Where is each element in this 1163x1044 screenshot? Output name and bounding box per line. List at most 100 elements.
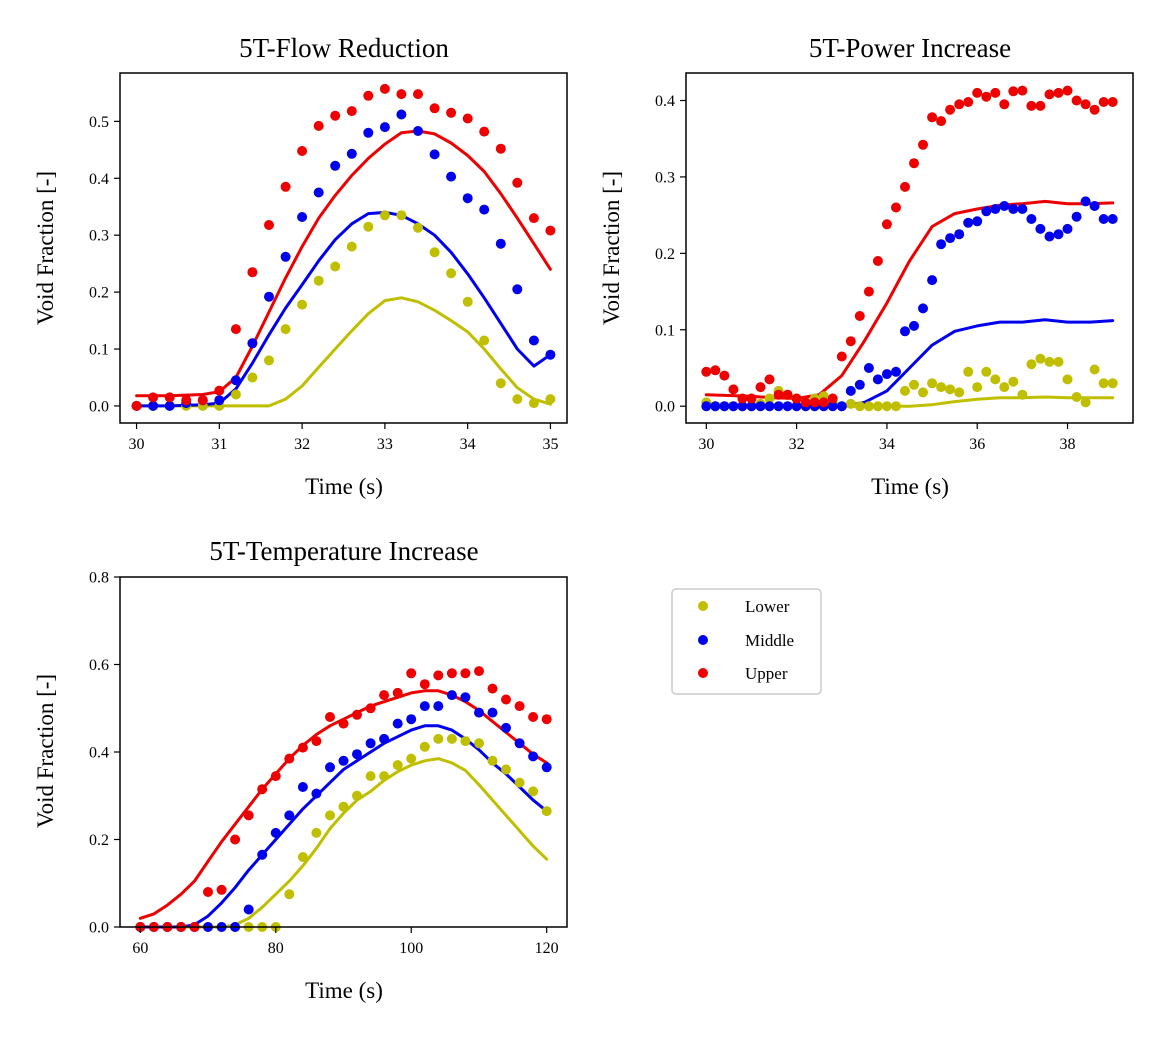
data-point-lower (545, 394, 556, 405)
axes-frame (119, 72, 568, 424)
data-point-middle (413, 126, 423, 136)
data-point-lower (419, 741, 430, 752)
data-point-middle (1089, 201, 1100, 211)
data-point-middle (346, 148, 357, 159)
data-point-upper (406, 668, 417, 679)
data-point-upper (330, 110, 341, 121)
data-point-lower (460, 736, 471, 747)
data-point-lower (365, 771, 376, 782)
data-point-upper (963, 97, 974, 107)
data-point-middle (284, 810, 295, 821)
data-point-upper (1098, 97, 1109, 107)
data-point-middle (963, 217, 974, 228)
data-point-lower (963, 366, 974, 377)
data-point-middle (845, 385, 856, 396)
data-point-lower (280, 324, 291, 335)
data-point-middle (863, 363, 874, 373)
y-tick-label: 0.4 (89, 171, 109, 188)
data-point-upper (270, 771, 281, 782)
data-point-middle (545, 349, 556, 360)
data-point-middle (406, 714, 417, 725)
data-point-upper (863, 286, 874, 297)
data-point-middle (429, 149, 440, 160)
data-point-upper (352, 709, 362, 720)
data-point-upper (728, 384, 739, 395)
data-point-middle (419, 701, 430, 712)
data-point-upper (981, 91, 992, 102)
data-point-middle (782, 401, 793, 412)
data-point-upper (954, 99, 965, 110)
data-point-lower (1089, 364, 1100, 375)
data-point-lower (446, 268, 457, 279)
data-point-upper (474, 666, 484, 677)
panel-title: 5T-Flow Reduction (239, 33, 449, 63)
series-line-middle (138, 724, 549, 929)
x-tick-label: 30 (129, 436, 145, 453)
data-point-middle (270, 827, 281, 838)
data-point-upper (338, 718, 349, 729)
data-point-middle (230, 375, 241, 386)
data-point-upper (460, 668, 471, 679)
data-point-middle (999, 201, 1010, 211)
data-point-lower (1044, 356, 1055, 367)
data-point-upper (755, 382, 766, 393)
data-point-middle (1107, 214, 1118, 224)
data-point-upper (1089, 104, 1100, 115)
data-point-lower (918, 387, 928, 398)
x-tick-label: 32 (789, 436, 805, 453)
data-point-upper (148, 392, 159, 403)
data-point-upper (936, 116, 947, 127)
x-tick-label: 30 (698, 436, 714, 453)
data-point-middle (164, 400, 175, 411)
y-tick-label: 0.0 (89, 920, 109, 937)
data-point-upper (1044, 89, 1055, 100)
data-point-upper (1017, 85, 1028, 96)
data-point-lower (945, 384, 956, 395)
data-point-middle (872, 374, 883, 385)
data-point-middle (891, 366, 901, 377)
data-point-lower (1026, 359, 1037, 370)
data-point-middle (433, 701, 444, 712)
x-tick-label: 38 (1060, 436, 1076, 453)
data-point-middle (214, 395, 225, 406)
y-tick-label: 0.3 (89, 228, 109, 245)
data-point-lower (284, 889, 295, 900)
data-point-lower (1107, 378, 1118, 389)
data-point-middle (972, 216, 983, 227)
y-tick-label: 0.6 (89, 657, 109, 674)
data-point-upper (501, 694, 511, 705)
data-point-middle (396, 109, 407, 120)
data-point-upper (545, 225, 556, 236)
data-point-upper (818, 397, 829, 408)
data-point-lower (330, 261, 341, 272)
data-point-upper (836, 351, 847, 362)
data-point-lower (338, 801, 349, 812)
x-tick-label: 60 (132, 940, 148, 957)
data-point-lower (1008, 376, 1019, 387)
data-point-middle (247, 338, 258, 349)
data-point-lower (379, 210, 390, 221)
data-point-upper (845, 336, 856, 347)
data-point-upper (1062, 85, 1073, 96)
plot-area (701, 85, 1118, 412)
data-point-upper (462, 113, 473, 124)
data-point-lower (1071, 392, 1082, 402)
data-point-upper (379, 690, 390, 701)
data-point-lower (1017, 389, 1028, 400)
data-point-middle (257, 849, 268, 860)
panel-title: 5T-Power Increase (809, 33, 1011, 63)
data-point-middle (1098, 214, 1109, 224)
x-tick-label: 36 (969, 436, 985, 453)
data-point-upper (737, 393, 748, 404)
data-point-lower (909, 379, 919, 390)
data-point-upper (909, 158, 919, 169)
data-point-upper (719, 370, 730, 381)
data-point-lower (311, 827, 322, 838)
data-point-upper (247, 267, 258, 278)
data-point-lower (379, 771, 390, 782)
x-tick-label: 100 (399, 940, 423, 957)
data-point-middle (460, 692, 471, 703)
data-point-middle (528, 751, 539, 762)
data-point-upper (512, 177, 523, 188)
